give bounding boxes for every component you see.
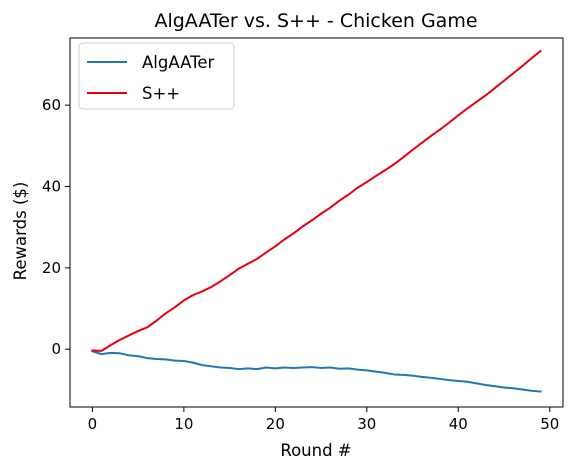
y-axis-label: Rewards ($) — [11, 182, 30, 281]
y-tick-label: 40 — [42, 177, 61, 195]
x-tick-label: 50 — [540, 415, 559, 433]
x-axis-label: Round # — [280, 441, 351, 460]
y-axis: 0 20 40 60 — [42, 96, 70, 358]
y-tick-label: 20 — [42, 259, 61, 277]
chart-title: AlgAATer vs. S++ - Chicken Game — [154, 10, 477, 32]
series-line-0 — [91, 350, 542, 393]
plot-frame — [69, 37, 564, 408]
y-tick-label: 60 — [42, 96, 61, 114]
legend-label-s-plus-plus: S++ — [142, 84, 180, 103]
legend-label-algaater: AlgAATer — [142, 53, 215, 72]
legend: AlgAATer S++ — [78, 42, 235, 110]
x-tick-label: 30 — [357, 415, 376, 433]
x-tick-label: 20 — [266, 415, 285, 433]
x-tick-label: 40 — [449, 415, 468, 433]
plot-area — [69, 37, 564, 408]
x-tick-label: 0 — [88, 415, 98, 433]
series-line-1 — [91, 49, 542, 352]
x-axis: 0 10 20 30 40 50 — [88, 407, 559, 433]
x-tick-label: 10 — [174, 415, 193, 433]
series-layer — [91, 49, 542, 393]
y-tick-label: 0 — [51, 340, 61, 358]
